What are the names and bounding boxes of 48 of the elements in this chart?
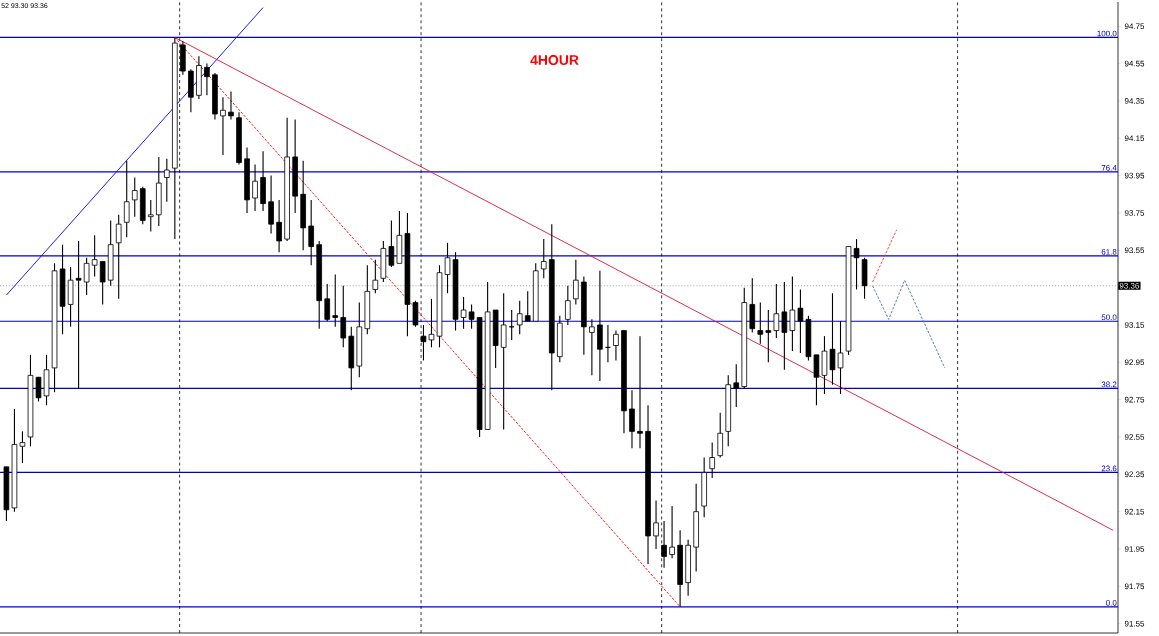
candlestick [797,288,804,354]
candlestick [524,290,531,322]
candlestick [781,281,788,371]
candlestick [123,160,130,238]
candlestick [709,442,715,479]
candlestick [115,214,122,300]
candlestick [99,260,106,305]
candlestick [204,63,210,96]
candlestick [637,335,643,449]
candlestick [500,292,507,431]
candlestick [131,176,138,218]
candlestick [276,199,282,253]
candlestick [733,363,740,408]
text: 4HOUR [530,55,579,65]
candlestick [717,412,724,459]
candlestick [516,300,523,335]
candlestick [19,430,26,464]
candlestick [789,275,796,352]
candlestick [468,303,475,330]
candlestick [268,175,274,235]
candlestick [372,259,379,294]
candlestick [324,283,331,322]
candlestick [613,330,619,361]
line-series [872,279,946,369]
candlestick [220,96,226,156]
candlestick [565,285,571,326]
candlestick [228,91,234,121]
candlestick [308,199,314,266]
candlestick [573,259,579,305]
candlestick [83,257,90,296]
candlestick [164,158,170,203]
candlestick [765,309,772,363]
candlestick [412,300,419,328]
candlestick [147,199,154,233]
candlestick [388,219,395,268]
candlestick [91,234,98,277]
candlestick [669,505,675,559]
candlestick [629,389,635,449]
candlestick [653,499,659,550]
candlestick [332,274,339,328]
candlestick [252,163,258,212]
candlestick [340,285,347,348]
candlestick [589,318,595,376]
candlestick [757,302,764,345]
candlestick [460,296,467,330]
candlestick [540,238,547,279]
candlestick [773,283,780,339]
candlestick [75,240,82,389]
